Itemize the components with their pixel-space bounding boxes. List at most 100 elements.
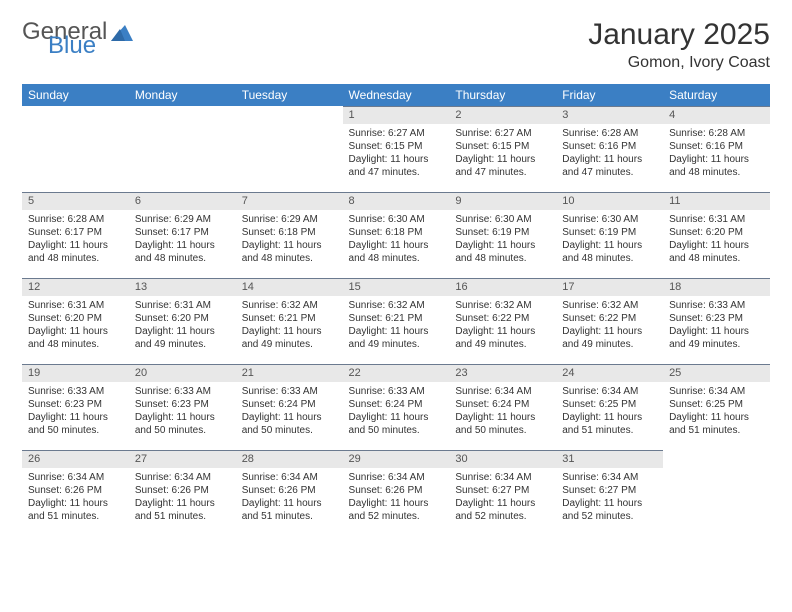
sunrise-text: Sunrise: 6:32 AM xyxy=(455,299,550,312)
sunrise-text: Sunrise: 6:27 AM xyxy=(455,127,550,140)
logo-text-blue: Blue xyxy=(48,32,96,59)
calendar-day-cell: 15Sunrise: 6:32 AMSunset: 6:21 PMDayligh… xyxy=(343,278,450,364)
day-number: 14 xyxy=(236,278,343,296)
sunset-text: Sunset: 6:15 PM xyxy=(455,140,550,153)
day-details: Sunrise: 6:34 AMSunset: 6:26 PMDaylight:… xyxy=(343,468,450,527)
day-number: 30 xyxy=(449,450,556,468)
sunrise-text: Sunrise: 6:34 AM xyxy=(349,471,444,484)
sunset-text: Sunset: 6:24 PM xyxy=(349,398,444,411)
daylight-text: Daylight: 11 hours and 48 minutes. xyxy=(349,239,444,265)
location-subtitle: Gomon, Ivory Coast xyxy=(588,54,770,72)
daylight-text: Daylight: 11 hours and 52 minutes. xyxy=(455,497,550,523)
sunrise-text: Sunrise: 6:32 AM xyxy=(349,299,444,312)
calendar-day-cell: 9Sunrise: 6:30 AMSunset: 6:19 PMDaylight… xyxy=(449,192,556,278)
sunrise-text: Sunrise: 6:33 AM xyxy=(242,385,337,398)
day-number xyxy=(22,106,129,124)
day-number: 27 xyxy=(129,450,236,468)
day-number: 6 xyxy=(129,192,236,210)
day-number: 7 xyxy=(236,192,343,210)
calendar-day-cell: 21Sunrise: 6:33 AMSunset: 6:24 PMDayligh… xyxy=(236,364,343,450)
sunset-text: Sunset: 6:21 PM xyxy=(242,312,337,325)
calendar-day-cell: 8Sunrise: 6:30 AMSunset: 6:18 PMDaylight… xyxy=(343,192,450,278)
sunset-text: Sunset: 6:26 PM xyxy=(28,484,123,497)
sunrise-text: Sunrise: 6:34 AM xyxy=(455,471,550,484)
calendar-day-cell: 19Sunrise: 6:33 AMSunset: 6:23 PMDayligh… xyxy=(22,364,129,450)
calendar-day-cell: 23Sunrise: 6:34 AMSunset: 6:24 PMDayligh… xyxy=(449,364,556,450)
calendar-day-cell: 5Sunrise: 6:28 AMSunset: 6:17 PMDaylight… xyxy=(22,192,129,278)
daylight-text: Daylight: 11 hours and 52 minutes. xyxy=(562,497,657,523)
day-details: Sunrise: 6:34 AMSunset: 6:27 PMDaylight:… xyxy=(449,468,556,527)
calendar-day-cell: 11Sunrise: 6:31 AMSunset: 6:20 PMDayligh… xyxy=(663,192,770,278)
calendar-day-cell: 7Sunrise: 6:29 AMSunset: 6:18 PMDaylight… xyxy=(236,192,343,278)
day-details: Sunrise: 6:34 AMSunset: 6:24 PMDaylight:… xyxy=(449,382,556,441)
sunrise-text: Sunrise: 6:27 AM xyxy=(349,127,444,140)
day-number: 31 xyxy=(556,450,663,468)
sunset-text: Sunset: 6:15 PM xyxy=(349,140,444,153)
sunset-text: Sunset: 6:18 PM xyxy=(242,226,337,239)
daylight-text: Daylight: 11 hours and 49 minutes. xyxy=(669,325,764,351)
daylight-text: Daylight: 11 hours and 49 minutes. xyxy=(562,325,657,351)
day-number: 9 xyxy=(449,192,556,210)
calendar-day-cell: 30Sunrise: 6:34 AMSunset: 6:27 PMDayligh… xyxy=(449,450,556,536)
calendar-day-cell: 6Sunrise: 6:29 AMSunset: 6:17 PMDaylight… xyxy=(129,192,236,278)
day-number: 25 xyxy=(663,364,770,382)
sunset-text: Sunset: 6:26 PM xyxy=(242,484,337,497)
sunrise-text: Sunrise: 6:30 AM xyxy=(455,213,550,226)
sunrise-text: Sunrise: 6:28 AM xyxy=(28,213,123,226)
day-details: Sunrise: 6:28 AMSunset: 6:16 PMDaylight:… xyxy=(556,124,663,183)
sunset-text: Sunset: 6:19 PM xyxy=(562,226,657,239)
day-details: Sunrise: 6:29 AMSunset: 6:17 PMDaylight:… xyxy=(129,210,236,269)
daylight-text: Daylight: 11 hours and 52 minutes. xyxy=(349,497,444,523)
day-details: Sunrise: 6:34 AMSunset: 6:25 PMDaylight:… xyxy=(663,382,770,441)
sunrise-text: Sunrise: 6:28 AM xyxy=(562,127,657,140)
day-details: Sunrise: 6:34 AMSunset: 6:26 PMDaylight:… xyxy=(129,468,236,527)
sunrise-text: Sunrise: 6:33 AM xyxy=(669,299,764,312)
daylight-text: Daylight: 11 hours and 51 minutes. xyxy=(135,497,230,523)
day-number: 4 xyxy=(663,106,770,124)
day-number: 5 xyxy=(22,192,129,210)
sunset-text: Sunset: 6:21 PM xyxy=(349,312,444,325)
day-details: Sunrise: 6:33 AMSunset: 6:23 PMDaylight:… xyxy=(129,382,236,441)
sunset-text: Sunset: 6:17 PM xyxy=(135,226,230,239)
calendar-day-cell: 20Sunrise: 6:33 AMSunset: 6:23 PMDayligh… xyxy=(129,364,236,450)
calendar-day-cell xyxy=(129,106,236,192)
day-number: 19 xyxy=(22,364,129,382)
calendar-day-cell: 13Sunrise: 6:31 AMSunset: 6:20 PMDayligh… xyxy=(129,278,236,364)
daylight-text: Daylight: 11 hours and 48 minutes. xyxy=(669,153,764,179)
daylight-text: Daylight: 11 hours and 47 minutes. xyxy=(455,153,550,179)
day-number: 8 xyxy=(343,192,450,210)
day-details: Sunrise: 6:33 AMSunset: 6:24 PMDaylight:… xyxy=(343,382,450,441)
sunrise-text: Sunrise: 6:34 AM xyxy=(28,471,123,484)
daylight-text: Daylight: 11 hours and 51 minutes. xyxy=(242,497,337,523)
calendar-day-cell: 1Sunrise: 6:27 AMSunset: 6:15 PMDaylight… xyxy=(343,106,450,192)
sunset-text: Sunset: 6:20 PM xyxy=(28,312,123,325)
day-details: Sunrise: 6:32 AMSunset: 6:22 PMDaylight:… xyxy=(449,296,556,355)
sunset-text: Sunset: 6:27 PM xyxy=(455,484,550,497)
sunset-text: Sunset: 6:25 PM xyxy=(669,398,764,411)
day-number: 20 xyxy=(129,364,236,382)
daylight-text: Daylight: 11 hours and 50 minutes. xyxy=(242,411,337,437)
calendar-table: Sunday Monday Tuesday Wednesday Thursday… xyxy=(22,84,770,536)
day-details: Sunrise: 6:32 AMSunset: 6:21 PMDaylight:… xyxy=(343,296,450,355)
calendar-week-row: 12Sunrise: 6:31 AMSunset: 6:20 PMDayligh… xyxy=(22,278,770,364)
calendar-day-cell: 4Sunrise: 6:28 AMSunset: 6:16 PMDaylight… xyxy=(663,106,770,192)
sunrise-text: Sunrise: 6:34 AM xyxy=(669,385,764,398)
day-details: Sunrise: 6:31 AMSunset: 6:20 PMDaylight:… xyxy=(129,296,236,355)
sunrise-text: Sunrise: 6:34 AM xyxy=(135,471,230,484)
sunset-text: Sunset: 6:23 PM xyxy=(669,312,764,325)
day-number xyxy=(663,450,770,468)
calendar-day-cell: 3Sunrise: 6:28 AMSunset: 6:16 PMDaylight… xyxy=(556,106,663,192)
day-details: Sunrise: 6:29 AMSunset: 6:18 PMDaylight:… xyxy=(236,210,343,269)
day-details: Sunrise: 6:34 AMSunset: 6:26 PMDaylight:… xyxy=(236,468,343,527)
day-details: Sunrise: 6:28 AMSunset: 6:17 PMDaylight:… xyxy=(22,210,129,269)
daylight-text: Daylight: 11 hours and 51 minutes. xyxy=(28,497,123,523)
daylight-text: Daylight: 11 hours and 48 minutes. xyxy=(455,239,550,265)
sunrise-text: Sunrise: 6:29 AM xyxy=(135,213,230,226)
day-number: 1 xyxy=(343,106,450,124)
sunrise-text: Sunrise: 6:34 AM xyxy=(242,471,337,484)
day-number: 23 xyxy=(449,364,556,382)
calendar-day-cell: 27Sunrise: 6:34 AMSunset: 6:26 PMDayligh… xyxy=(129,450,236,536)
sunrise-text: Sunrise: 6:32 AM xyxy=(242,299,337,312)
day-number: 12 xyxy=(22,278,129,296)
day-details: Sunrise: 6:34 AMSunset: 6:26 PMDaylight:… xyxy=(22,468,129,527)
